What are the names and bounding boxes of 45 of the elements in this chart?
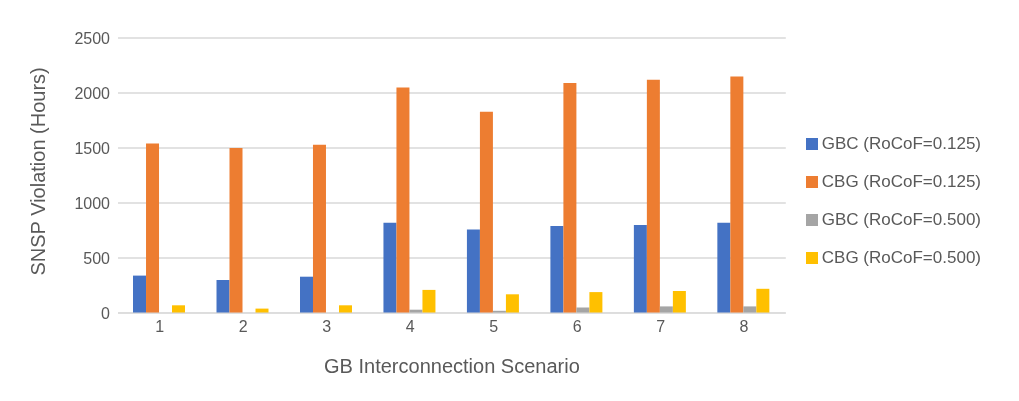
bar [299,276,313,313]
bar [743,306,757,313]
bar [338,305,352,313]
x-tick-label: 1 [155,318,165,336]
legend-label: CBG (RoCoF=0.125) [821,171,981,191]
bar [312,144,326,313]
y-axis-title: SNSP Violation (Hours) [27,67,50,276]
bar [563,83,577,313]
y-tick-label: 0 [101,304,111,322]
bar [589,292,603,313]
bar [133,275,147,313]
bar [505,294,519,313]
y-tick-label: 2000 [74,84,111,102]
y-tick-label: 2500 [74,29,111,47]
bar [172,305,186,313]
bar [216,280,230,313]
bar [422,289,436,313]
legend-label: GBC (RoCoF=0.125) [821,133,981,153]
bar [633,225,647,313]
bar [646,79,660,313]
bar [383,222,397,313]
x-tick-label: 2 [238,318,248,336]
x-tick-label: 6 [572,318,582,336]
x-tick-label: 3 [322,318,332,336]
legend-label: CBG (RoCoF=0.500) [821,247,981,267]
bar [730,76,744,313]
x-axis-title: GB Interconnection Scenario [324,355,580,377]
y-tick-label: 1500 [74,139,111,157]
bar [717,222,731,313]
bar [479,111,493,313]
y-tick-label: 1000 [74,194,111,212]
x-tick-label: 7 [656,318,666,336]
bar [672,291,686,313]
bar [466,229,480,313]
bar [396,87,410,313]
bar [550,226,564,313]
legend-label: GBC (RoCoF=0.500) [821,209,981,229]
x-tick-label: 8 [739,318,749,336]
y-tick-label: 500 [83,249,111,267]
bar [229,148,243,313]
bar [146,143,160,313]
x-tick-label: 4 [405,318,415,336]
bar [756,288,770,313]
x-tick-label: 5 [489,318,499,336]
bar [659,306,673,313]
